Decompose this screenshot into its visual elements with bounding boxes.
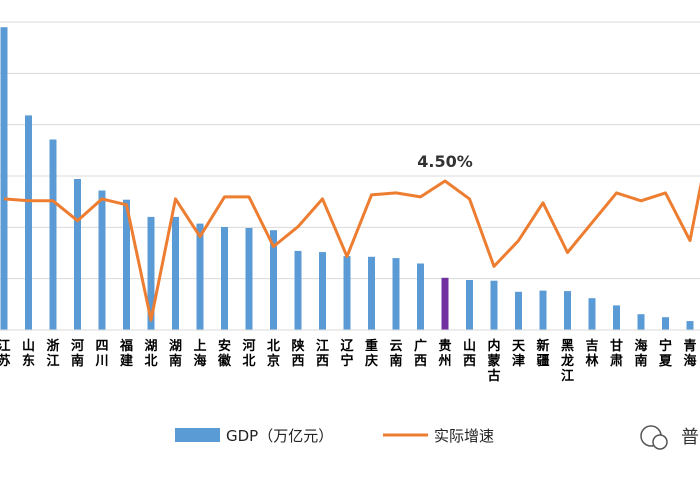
gdp-bar	[294, 250, 302, 330]
category-label: 福建	[119, 338, 133, 369]
gdp-bar	[25, 115, 32, 331]
category-label: 江苏	[0, 338, 11, 369]
category-label: 重庆	[364, 338, 378, 369]
gdp-bar	[196, 223, 204, 330]
gdp-bar	[270, 230, 277, 330]
gdp-bar	[490, 280, 498, 330]
category-label: 陕西	[291, 338, 305, 369]
category-label: 新疆	[536, 338, 549, 369]
category-label: 江西	[316, 338, 329, 369]
gdp-bar	[392, 258, 400, 330]
category-label: 山西	[463, 338, 476, 369]
gdp-bar	[441, 277, 449, 330]
gdp-bar	[686, 321, 694, 330]
peak-annotation: 4.50%	[417, 152, 473, 171]
category-label: 海南	[634, 338, 647, 369]
gdp-bar	[172, 216, 179, 330]
category-label: 安徽	[217, 338, 232, 369]
gdp-bar	[98, 190, 106, 330]
category-label: 河北	[242, 338, 255, 369]
category-label: 青海	[683, 338, 696, 369]
gdp-bar	[147, 216, 155, 330]
category-label: 河南	[71, 338, 84, 369]
watermark-text: 普	[681, 427, 699, 448]
gdp-bar	[319, 252, 326, 330]
gdp-bars	[0, 27, 694, 331]
legend-label-gdp: GDP（万亿元）	[226, 427, 333, 445]
category-label: 北京	[267, 339, 280, 369]
category-labels: 江苏山东浙江河南四川福建湖北湖南上海安徽河北北京陕西江西辽宁重庆云南广西贵州山西…	[0, 338, 697, 384]
category-label: 上海	[193, 339, 206, 369]
gdp-bar	[564, 291, 571, 330]
growth-line	[3, 179, 700, 322]
category-label: 山东	[22, 338, 35, 369]
category-label: 黑龙江	[561, 339, 574, 384]
gdp-bar	[662, 317, 669, 330]
category-label: 四川	[94, 339, 108, 369]
gdp-bar	[613, 305, 620, 330]
category-label: 浙江	[46, 338, 59, 369]
legend-swatch-gdp	[175, 428, 220, 442]
watermark: 普	[640, 425, 699, 450]
gdp-bar	[221, 227, 228, 330]
gdp-bar	[123, 199, 130, 330]
category-label: 贵州	[437, 338, 451, 369]
legend: GDP（万亿元） 实际增速	[175, 427, 494, 445]
wechat-icon-small	[652, 434, 668, 450]
gdp-bar	[588, 298, 596, 330]
gridlines	[0, 21, 700, 280]
gdp-bar	[74, 179, 81, 330]
category-label: 宁夏	[658, 338, 673, 369]
category-label: 吉林	[585, 339, 598, 369]
category-label: 内蒙古	[487, 338, 500, 384]
category-label: 天津	[512, 339, 526, 369]
gdp-bar	[515, 291, 522, 330]
category-label: 湖南	[169, 339, 182, 369]
category-label: 湖北	[144, 339, 157, 369]
category-label: 辽宁	[340, 339, 354, 369]
legend-label-growth: 实际增速	[434, 427, 494, 445]
gdp-bar	[417, 263, 424, 330]
growth-line-layer	[3, 179, 700, 322]
category-label: 甘肃	[610, 338, 623, 369]
gdp-bar	[49, 139, 57, 330]
gdp-bar	[368, 256, 375, 330]
category-label: 广西	[414, 338, 427, 369]
gdp-bar	[637, 314, 645, 330]
gdp-bar	[466, 280, 473, 330]
gdp-bar	[0, 27, 8, 330]
gdp-bar	[343, 256, 351, 330]
category-label: 云南	[389, 339, 402, 369]
gdp-bar	[245, 228, 253, 330]
gdp-bar	[539, 290, 547, 330]
